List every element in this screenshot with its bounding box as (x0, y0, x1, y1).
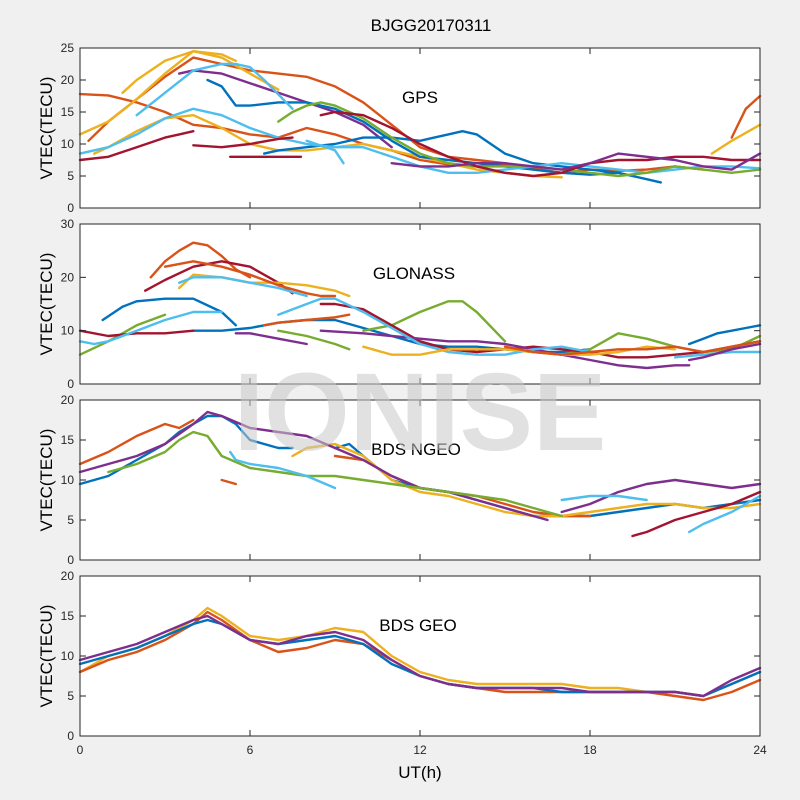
x-tick-label-1: 6 (247, 743, 254, 757)
plot-area-bds-ngeo (80, 400, 760, 560)
y-tick-label-bds-geo-3: 15 (61, 609, 75, 623)
series-line-gps-14 (319, 110, 762, 178)
panel-glonass: 0 10 20 30 VTEC(TECU) GLONASS (37, 217, 762, 391)
panel-label-bds-geo: BDS GEO (379, 616, 456, 635)
y-tick-label-gps-0: 0 (67, 201, 74, 215)
panel-gps: 0 5 10 15 20 25 VTEC(TECU) GPS (37, 41, 762, 215)
series-line-bds-ngeo-12 (560, 494, 648, 502)
series-line-bds-ngeo-9 (229, 450, 337, 490)
series-line-gps-10 (277, 101, 762, 178)
y-tick-label-glonass-2: 20 (61, 270, 75, 284)
plot-area-gps (80, 48, 760, 208)
y-tick-label-gps-1: 5 (67, 169, 74, 183)
y-tick-label-gps-3: 15 (61, 105, 75, 119)
series-line-glonass-15 (277, 297, 592, 356)
y-tick-label-glonass-1: 10 (61, 324, 75, 338)
series-line-bds-ngeo-3 (220, 478, 237, 486)
series-line-glonass-10 (78, 329, 195, 338)
y-tick-label-glonass-3: 30 (61, 217, 75, 231)
y-tick-label-bds-geo-2: 10 (61, 649, 75, 663)
series-group-bds-ngeo (78, 410, 762, 538)
series-line-bds-ngeo-6 (78, 410, 549, 522)
x-tick-label-2: 12 (413, 743, 427, 757)
y-axis-label-glonass: VTEC(TECU) (37, 253, 56, 356)
plot-area-bds-geo (80, 576, 760, 736)
series-line-gps-2 (78, 50, 280, 136)
series-line-bds-ngeo-0 (78, 414, 294, 486)
series-line-glonass-14 (78, 310, 223, 346)
y-axis-label-bds-geo: VTEC(TECU) (37, 605, 56, 708)
series-line-glonass-17 (263, 313, 351, 327)
series-line-bds-ngeo-2 (78, 418, 195, 466)
panel-label-glonass: GLONASS (373, 264, 455, 283)
series-line-glonass-20 (688, 324, 762, 346)
series-line-glonass-0 (149, 241, 252, 279)
series-line-glonass-11 (319, 302, 762, 359)
series-line-bds-geo-3 (78, 614, 762, 698)
y-tick-label-bds-geo-1: 5 (67, 689, 74, 703)
y-tick-label-bds-geo-4: 20 (61, 569, 75, 583)
series-line-gps-17 (730, 94, 762, 139)
x-tick-label-4: 24 (753, 743, 767, 757)
series-line-glonass-4 (163, 260, 337, 298)
series-line-bds-ngeo-11 (688, 494, 762, 534)
x-axis-label: UT(h) (398, 763, 441, 782)
y-tick-label-bds-ngeo-4: 20 (61, 393, 75, 407)
series-line-bds-ngeo-10 (631, 490, 762, 538)
series-line-glonass-22 (688, 342, 762, 362)
series-group-bds-geo (78, 606, 762, 702)
series-line-gps-8 (135, 62, 294, 117)
series-group-gps (78, 50, 762, 184)
y-tick-label-gps-2: 10 (61, 137, 75, 151)
series-line-gps-11 (78, 130, 195, 162)
series-group-glonass (78, 241, 762, 370)
y-tick-label-gps-5: 25 (61, 41, 75, 55)
panel-bds-geo: 0 5 10 15 20 0 6 12 18 24 VTEC(TECU) BDS GEO (37, 569, 767, 757)
y-tick-label-glonass-0: 0 (67, 377, 74, 391)
y-tick-label-bds-geo-0: 0 (67, 729, 74, 743)
series-line-gps-18 (710, 123, 762, 155)
series-line-glonass-16 (362, 345, 677, 356)
series-line-glonass-19 (503, 340, 762, 356)
x-tick-label-0: 0 (77, 743, 84, 757)
y-tick-label-bds-ngeo-1: 5 (67, 513, 74, 527)
panel-label-bds-ngeo: BDS NGEO (371, 440, 461, 459)
panels: 0 5 10 15 20 25 VTEC(TECU) GPS 0 10 20 30 VTEC(TECU)… (37, 41, 767, 757)
series-line-gps-7 (263, 130, 662, 184)
series-line-glonass-2 (178, 273, 351, 298)
series-line-gps-6 (206, 78, 620, 176)
figure-title: BJGG20170311 (371, 16, 492, 35)
series-line-glonass-18 (277, 329, 351, 351)
panel-label-gps: GPS (402, 88, 438, 107)
watermark-text: IONISE (234, 351, 607, 474)
series-line-gps-16 (305, 139, 345, 165)
series-line-glonass-3 (178, 276, 308, 298)
x-tick-label-3: 18 (583, 743, 597, 757)
series-line-glonass-12 (234, 332, 308, 346)
series-line-bds-ngeo-5 (291, 442, 762, 518)
series-line-bds-ngeo-7 (560, 478, 762, 514)
series-line-glonass-7 (78, 313, 167, 356)
y-tick-label-gps-4: 20 (61, 73, 75, 87)
panel-bds-ngeo: 0 5 10 15 20 VTEC(TECU) BDS NGEO (37, 393, 762, 567)
y-axis-label-gps: VTEC(TECU) (37, 77, 56, 180)
series-line-gps-12 (192, 136, 294, 149)
y-axis-label-bds-ngeo: VTEC(TECU) (37, 429, 56, 532)
series-line-gps-3 (121, 50, 237, 94)
y-tick-label-bds-ngeo-0: 0 (67, 553, 74, 567)
series-line-glonass-13 (319, 329, 691, 370)
series-line-gps-15 (390, 152, 762, 171)
y-tick-label-bds-ngeo-3: 15 (61, 433, 75, 447)
y-tick-label-bds-ngeo-2: 10 (61, 473, 75, 487)
